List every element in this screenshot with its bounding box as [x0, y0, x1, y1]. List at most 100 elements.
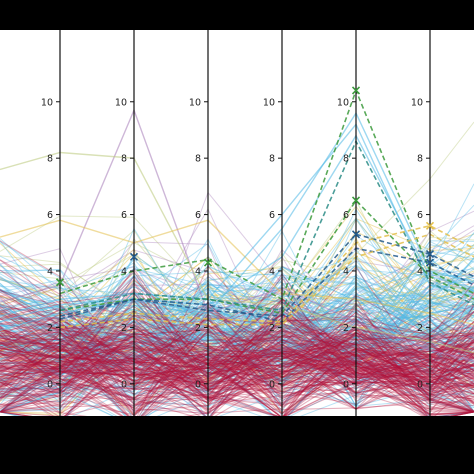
- series-line-crimson: [0, 281, 474, 410]
- axis-marker-x: [351, 86, 361, 95]
- series-line-gold: [0, 265, 474, 361]
- series-line-crimson: [0, 299, 474, 416]
- series-line-sky: [0, 232, 474, 341]
- series-line-sky: [0, 289, 474, 396]
- series-line-gold: [0, 270, 474, 388]
- series-line-crimson: [0, 298, 474, 413]
- y-tick-label: 2: [269, 323, 275, 334]
- series-line-sky: [0, 295, 474, 379]
- highlight-lines-layer: [0, 108, 474, 362]
- series-line-sky: [0, 320, 474, 413]
- series-line-sky: [0, 297, 474, 413]
- series-line-crimson: [0, 266, 474, 400]
- series-line-sky: [0, 281, 474, 416]
- series-line-crimson: [0, 363, 474, 399]
- y-tick-label: 4: [47, 266, 53, 277]
- series-line-sky: [0, 274, 474, 413]
- series-line-sky: [0, 296, 474, 416]
- series-line-sky: [0, 298, 474, 415]
- series-line-sky: [0, 294, 474, 367]
- series-line-sky: [0, 278, 474, 372]
- series-line-sky: [0, 271, 474, 366]
- series-line-crimson: [0, 310, 474, 392]
- axis-marker-x: [351, 196, 361, 205]
- series-line-sky: [0, 284, 474, 359]
- series-line-sky: [0, 283, 474, 407]
- series-line-sky: [0, 276, 474, 385]
- series-line-olive: [0, 242, 474, 324]
- series-line-crimson: [0, 352, 474, 416]
- series-line-sky: [0, 246, 474, 416]
- series-line-sky: [0, 326, 474, 375]
- series-line-crimson: [0, 282, 474, 416]
- series-line-purple: [0, 260, 474, 398]
- series-line-crimson: [0, 278, 474, 370]
- series-line-crimson: [0, 294, 474, 416]
- series-line-crimson: [0, 320, 474, 411]
- series-line-crimson: [0, 317, 474, 410]
- series-line-crimson: [0, 336, 474, 410]
- series-line-crimson: [0, 347, 474, 416]
- series-line-crimson: [0, 314, 474, 413]
- series-line-crimson: [0, 329, 474, 384]
- series-line-crimson: [0, 327, 474, 389]
- series-line-sky: [0, 319, 474, 369]
- series-line-crimson: [0, 342, 474, 416]
- series-line-sky: [0, 244, 474, 413]
- series-line-sky: [0, 255, 474, 413]
- axis-marker-x: [425, 221, 435, 230]
- y-tick-label: 6: [121, 210, 127, 221]
- series-line-sky: [0, 280, 474, 344]
- series-line-gold: [0, 282, 474, 391]
- series-line-sky: [0, 307, 474, 413]
- series-line-crimson: [0, 314, 474, 383]
- series-line-crimson: [0, 355, 474, 416]
- series-line-crimson: [0, 337, 474, 405]
- series-line-sky: [0, 250, 474, 416]
- series-line-crimson: [0, 328, 474, 416]
- series-line-purple: [0, 323, 474, 415]
- series-line-crimson: [0, 312, 474, 378]
- series-line-crimson: [0, 310, 474, 391]
- series-line-crimson: [0, 289, 474, 376]
- series-line-sky: [0, 311, 474, 413]
- series-line-crimson: [0, 323, 474, 413]
- series-line-crimson: [0, 327, 474, 394]
- y-tick-label: 4: [195, 266, 201, 277]
- series-line-gold: [0, 288, 474, 416]
- axis-marker-x: [55, 278, 65, 287]
- series-line-sky: [0, 310, 474, 405]
- series-line-crimson: [0, 291, 474, 412]
- series-line-crimson: [0, 325, 474, 391]
- series-line-crimson: [0, 302, 474, 410]
- y-tick-label: 0: [47, 379, 53, 390]
- series-line-gold: [0, 237, 474, 388]
- y-tick-label: 0: [343, 379, 349, 390]
- series-line-olive: [0, 252, 474, 398]
- series-line-crimson: [0, 317, 474, 376]
- series-line-sky: [0, 310, 474, 416]
- series-line-crimson: [0, 325, 474, 405]
- series-line-sky: [0, 266, 474, 393]
- series-line-crimson: [0, 306, 474, 413]
- series-line-sky: [0, 251, 474, 408]
- highlight-line-5: [0, 134, 474, 331]
- axis-marker-x: [425, 258, 435, 267]
- series-line-purple: [0, 249, 474, 378]
- series-line-crimson: [0, 335, 474, 396]
- series-line-crimson: [0, 344, 474, 416]
- series-line-sky: [0, 264, 474, 408]
- series-line-crimson: [0, 338, 474, 399]
- series-line-crimson: [0, 305, 474, 405]
- series-line-crimson: [0, 345, 474, 404]
- series-line-crimson: [0, 360, 474, 407]
- series-line-sky: [0, 262, 474, 416]
- series-line-olive: [0, 302, 474, 363]
- series-line-crimson: [0, 325, 474, 388]
- highlight-line-4: [0, 111, 474, 323]
- series-line-gold: [0, 273, 474, 414]
- series-line-crimson: [0, 311, 474, 374]
- axis-marker-x: [425, 249, 435, 259]
- series-line-sky: [0, 264, 474, 394]
- series-line-crimson: [0, 340, 474, 414]
